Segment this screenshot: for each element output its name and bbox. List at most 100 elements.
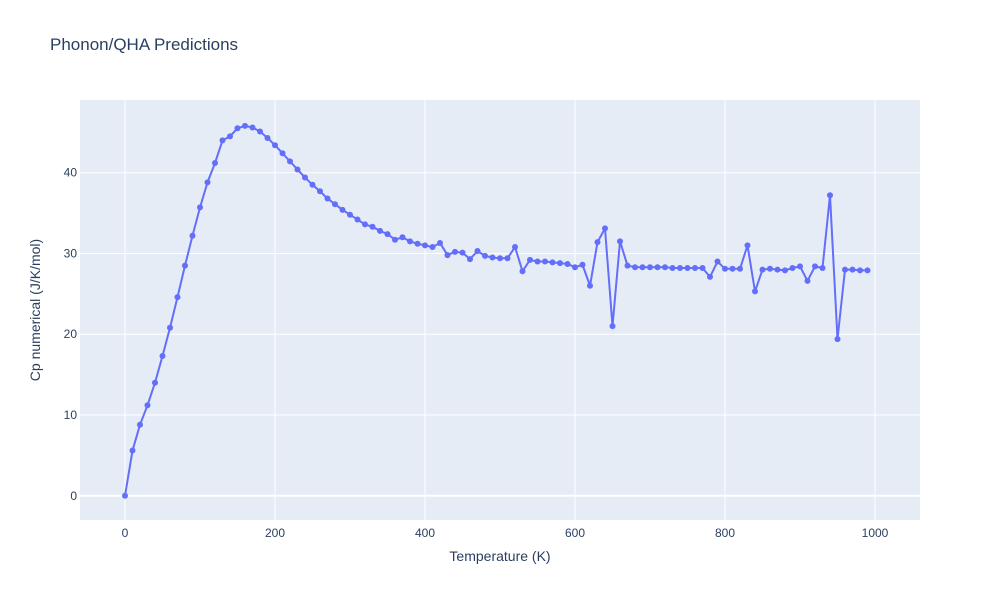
data-point[interactable] bbox=[737, 265, 743, 272]
data-point[interactable] bbox=[444, 252, 451, 259]
data-point[interactable] bbox=[482, 252, 488, 259]
data-point[interactable] bbox=[602, 225, 608, 232]
data-point[interactable] bbox=[692, 265, 698, 271]
data-point[interactable] bbox=[309, 181, 316, 188]
data-point[interactable] bbox=[152, 379, 158, 386]
data-point[interactable] bbox=[714, 258, 721, 265]
data-point[interactable] bbox=[782, 267, 788, 274]
data-point[interactable] bbox=[654, 264, 661, 271]
data-point[interactable] bbox=[302, 174, 308, 181]
data-point[interactable] bbox=[632, 264, 638, 271]
data-point[interactable] bbox=[362, 221, 368, 228]
data-point[interactable] bbox=[122, 492, 128, 499]
data-point[interactable] bbox=[677, 265, 683, 271]
data-point[interactable] bbox=[399, 234, 406, 241]
data-point[interactable] bbox=[189, 232, 196, 239]
data-point[interactable] bbox=[354, 216, 361, 223]
data-point[interactable] bbox=[767, 265, 773, 272]
data-point[interactable] bbox=[332, 201, 338, 208]
data-point[interactable] bbox=[219, 137, 226, 144]
data-point[interactable] bbox=[534, 258, 541, 265]
data-point[interactable] bbox=[729, 265, 736, 272]
data-point[interactable] bbox=[137, 421, 143, 428]
data-point[interactable] bbox=[279, 150, 286, 157]
data-point[interactable] bbox=[609, 323, 616, 330]
data-point[interactable] bbox=[639, 264, 646, 271]
data-point[interactable] bbox=[707, 273, 713, 280]
data-point[interactable] bbox=[572, 264, 578, 271]
data-point[interactable] bbox=[662, 264, 668, 271]
data-point[interactable] bbox=[864, 267, 871, 274]
data-point[interactable] bbox=[564, 260, 571, 267]
data-point[interactable] bbox=[182, 262, 188, 269]
data-point[interactable] bbox=[227, 133, 233, 140]
data-point[interactable] bbox=[497, 255, 503, 262]
data-point[interactable] bbox=[459, 249, 466, 256]
data-point[interactable] bbox=[624, 262, 631, 269]
data-point[interactable] bbox=[324, 195, 331, 202]
data-point[interactable] bbox=[422, 242, 428, 249]
data-point[interactable] bbox=[557, 260, 563, 267]
data-point[interactable] bbox=[519, 268, 526, 275]
data-point[interactable] bbox=[834, 336, 841, 343]
data-point[interactable] bbox=[159, 353, 166, 360]
data-point[interactable] bbox=[264, 134, 271, 141]
data-point[interactable] bbox=[287, 158, 293, 165]
data-point[interactable] bbox=[429, 244, 436, 250]
data-point[interactable] bbox=[129, 447, 136, 454]
data-point[interactable] bbox=[722, 265, 728, 272]
data-point[interactable] bbox=[699, 265, 706, 271]
data-point[interactable] bbox=[369, 223, 376, 230]
data-point[interactable] bbox=[339, 206, 346, 213]
data-point[interactable] bbox=[669, 265, 676, 271]
data-point[interactable] bbox=[774, 266, 781, 273]
data-point[interactable] bbox=[249, 124, 256, 131]
data-point[interactable] bbox=[819, 265, 826, 271]
data-point[interactable] bbox=[752, 288, 758, 295]
data-point[interactable] bbox=[204, 179, 211, 186]
data-point[interactable] bbox=[144, 402, 151, 409]
data-point[interactable] bbox=[347, 211, 353, 218]
data-point[interactable] bbox=[849, 266, 856, 273]
data-point[interactable] bbox=[174, 294, 181, 301]
data-point[interactable] bbox=[167, 324, 173, 331]
data-point[interactable] bbox=[257, 128, 263, 135]
data-point[interactable] bbox=[197, 204, 203, 211]
data-point[interactable] bbox=[467, 256, 473, 263]
data-point[interactable] bbox=[804, 277, 811, 284]
data-point[interactable] bbox=[549, 259, 556, 266]
data-point[interactable] bbox=[414, 240, 421, 247]
data-point[interactable] bbox=[407, 238, 413, 245]
data-point[interactable] bbox=[234, 125, 241, 132]
data-point[interactable] bbox=[684, 265, 691, 271]
data-point[interactable] bbox=[504, 255, 511, 262]
data-point[interactable] bbox=[489, 254, 496, 261]
data-point[interactable] bbox=[377, 227, 383, 234]
data-point[interactable] bbox=[317, 188, 323, 195]
data-point[interactable] bbox=[294, 166, 301, 173]
data-point[interactable] bbox=[392, 236, 398, 243]
data-point[interactable] bbox=[474, 248, 481, 255]
data-point[interactable] bbox=[857, 267, 863, 274]
data-point[interactable] bbox=[647, 264, 653, 271]
data-point[interactable] bbox=[272, 142, 278, 149]
data-point[interactable] bbox=[512, 244, 518, 250]
data-point[interactable] bbox=[542, 258, 548, 265]
data-point[interactable] bbox=[212, 160, 218, 166]
data-point[interactable] bbox=[759, 266, 766, 273]
data-point[interactable] bbox=[579, 261, 586, 268]
data-point[interactable] bbox=[744, 242, 751, 249]
data-point[interactable] bbox=[242, 122, 248, 129]
data-point[interactable] bbox=[384, 231, 391, 238]
data-point[interactable] bbox=[527, 256, 533, 263]
data-point[interactable] bbox=[812, 263, 818, 270]
data-point[interactable] bbox=[827, 192, 833, 199]
data-point[interactable] bbox=[587, 282, 593, 289]
data-point[interactable] bbox=[797, 263, 803, 270]
data-point[interactable] bbox=[789, 265, 796, 271]
data-point[interactable] bbox=[842, 266, 848, 273]
data-point[interactable] bbox=[437, 239, 443, 246]
data-point[interactable] bbox=[452, 248, 458, 255]
data-point[interactable] bbox=[594, 239, 601, 246]
data-point[interactable] bbox=[617, 238, 623, 245]
